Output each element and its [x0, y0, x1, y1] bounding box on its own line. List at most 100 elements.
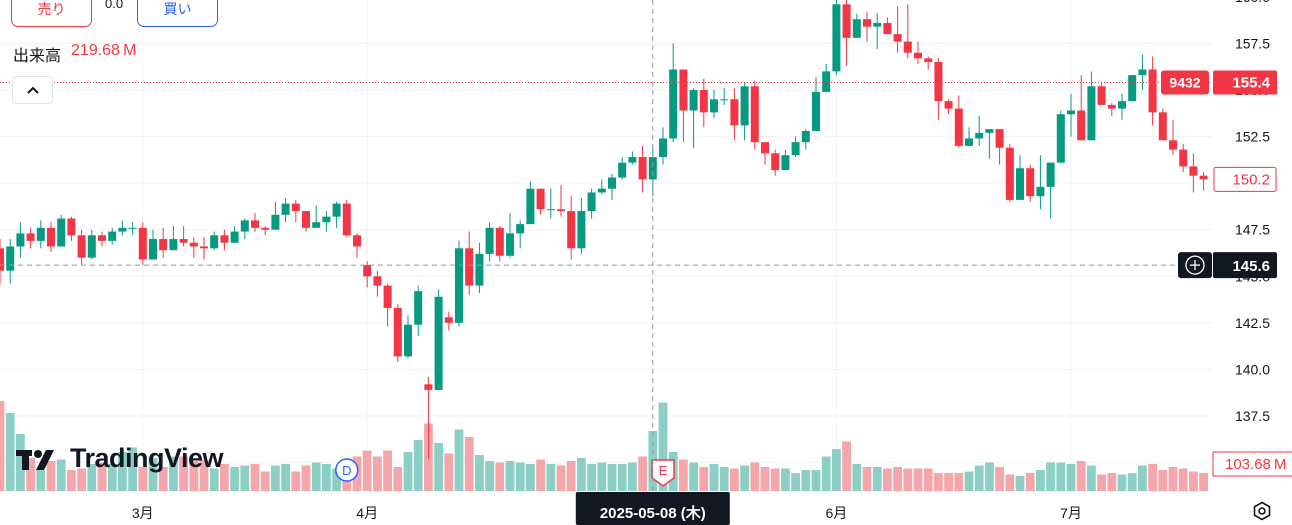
candle	[291, 199, 300, 223]
candle	[342, 199, 351, 238]
volume-bar	[128, 447, 137, 491]
volume-bar	[16, 434, 25, 491]
candle-body	[771, 153, 780, 171]
volume-bar	[0, 401, 5, 491]
volume-bar	[87, 464, 97, 491]
volume-bar	[750, 462, 760, 491]
candle	[750, 80, 759, 150]
candle	[281, 198, 290, 223]
candle-body	[863, 19, 871, 27]
candle	[934, 58, 943, 120]
price-tick-label: 142.5	[1235, 315, 1270, 331]
candle-body	[801, 130, 810, 143]
volume-bar	[46, 461, 56, 491]
candle-body	[812, 91, 820, 131]
candle	[1128, 75, 1137, 102]
candle-body	[791, 142, 800, 156]
candle-body	[1087, 86, 1096, 141]
volume-bar	[444, 453, 454, 491]
dividend-marker-letter: D	[342, 463, 351, 478]
candle-body	[750, 86, 759, 143]
candle-body	[1128, 75, 1137, 102]
candle	[404, 315, 412, 359]
candle	[628, 151, 637, 165]
candle	[383, 283, 392, 327]
volume-bar	[1005, 474, 1015, 491]
candle	[587, 188, 596, 219]
candle-body	[669, 69, 678, 139]
candle	[1189, 153, 1198, 193]
candle-body	[1036, 186, 1045, 197]
candle	[954, 95, 963, 148]
candle	[1107, 103, 1116, 117]
time-tick-label: 6月	[826, 505, 848, 521]
volume-bar	[1178, 468, 1188, 491]
candle	[822, 63, 831, 92]
volume-legend-label: 出来高	[13, 48, 62, 65]
volume-bar	[985, 462, 994, 491]
volume-bar	[1117, 474, 1127, 491]
candle-body	[679, 69, 688, 111]
volume-bar	[607, 464, 617, 491]
buy-button[interactable]: 買い	[137, 0, 218, 27]
candle-body	[954, 108, 963, 146]
volume-bar	[1168, 467, 1178, 491]
candle-body	[149, 239, 157, 260]
volume-bar	[719, 467, 729, 491]
candle	[516, 220, 525, 249]
candle-body	[914, 52, 922, 59]
candle	[669, 43, 678, 143]
price-tick-label: 157.5	[1235, 35, 1270, 51]
chart-settings-button[interactable]	[1251, 500, 1273, 522]
candle-body	[832, 4, 841, 72]
candle-body	[220, 235, 229, 243]
candle	[893, 6, 902, 53]
volume-bar	[240, 465, 250, 491]
volume-bar	[169, 456, 178, 491]
candle	[87, 229, 96, 260]
tradingview-logo[interactable]: TradingView	[16, 443, 224, 474]
event-marker-dividend[interactable]: D	[335, 458, 359, 482]
volume-bar	[872, 467, 882, 491]
time-axis[interactable]: 3月 4月 6月 7月 2025-05-08 (木)	[0, 492, 1292, 525]
candle	[842, 0, 851, 66]
volume-bar	[1066, 464, 1076, 491]
candle	[1148, 56, 1157, 126]
collapse-legend-button[interactable]	[12, 76, 53, 104]
candle-body	[1097, 86, 1106, 105]
candle	[506, 212, 514, 258]
candle-body	[506, 233, 514, 256]
candle-body	[281, 203, 290, 215]
tradingview-wordmark: TradingView	[70, 443, 224, 473]
volume-bar	[587, 464, 596, 491]
volume-bar	[995, 467, 1004, 491]
candle	[393, 304, 402, 362]
candle	[118, 220, 127, 236]
candle	[740, 82, 749, 141]
candle	[302, 211, 310, 232]
candle	[424, 376, 433, 459]
candle	[659, 127, 667, 165]
candle	[985, 129, 994, 159]
candle	[77, 229, 86, 266]
candle	[873, 13, 882, 50]
volume-bar	[923, 468, 933, 491]
volume-bar	[464, 437, 474, 491]
candle-body	[353, 235, 361, 247]
volume-bar	[1189, 471, 1198, 491]
volume-bar	[1015, 476, 1025, 491]
volume-bar	[485, 461, 494, 491]
candle-body	[189, 242, 198, 247]
event-marker-earnings[interactable]: E	[651, 459, 675, 487]
candle	[761, 142, 769, 165]
sell-button[interactable]: 売り	[11, 0, 92, 27]
candle	[608, 173, 616, 200]
price-axis[interactable]: 135.0137.5140.0142.5145.0147.5150.0152.5…	[1161, 0, 1292, 492]
volume-bar	[852, 464, 862, 491]
volume-bar	[148, 458, 158, 491]
candle-body	[138, 227, 147, 260]
volume-bar	[189, 461, 199, 491]
volume-bar	[1025, 473, 1035, 491]
